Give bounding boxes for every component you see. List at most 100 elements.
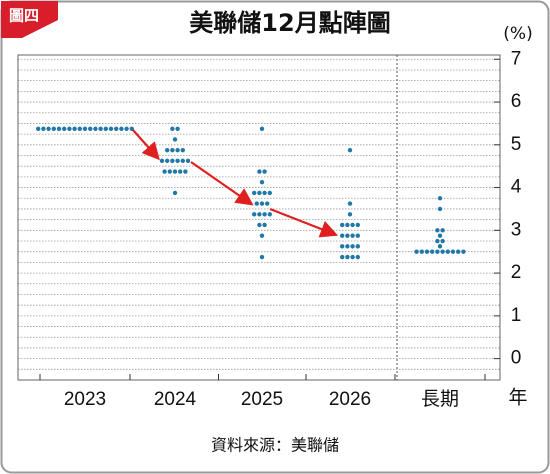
- dot: [178, 169, 183, 174]
- dot: [345, 233, 350, 238]
- dot: [159, 158, 165, 164]
- dot: [72, 126, 77, 131]
- dot: [252, 190, 257, 196]
- y-tick-label: 5: [511, 134, 522, 155]
- dot: [124, 126, 129, 131]
- dot: [36, 126, 41, 131]
- dot: [355, 254, 360, 260]
- dot: [440, 238, 445, 244]
- dot: [172, 137, 178, 142]
- dot: [424, 249, 430, 254]
- dot: [265, 201, 270, 206]
- dot: [262, 190, 267, 196]
- dot: [435, 249, 440, 254]
- dot: [355, 233, 360, 238]
- dot: [437, 244, 443, 249]
- dot: [46, 126, 51, 131]
- dot: [456, 249, 461, 254]
- dot: [262, 212, 267, 217]
- y-tick-label: 2: [511, 262, 522, 283]
- dot: [162, 169, 167, 174]
- dot: [267, 212, 272, 217]
- dot: [450, 249, 456, 254]
- dot: [259, 126, 265, 131]
- x-tick-label: 2023: [64, 389, 106, 410]
- dot: [170, 126, 175, 131]
- dot: [345, 254, 350, 260]
- dot: [252, 212, 257, 217]
- x-tick-label: 2026: [329, 389, 371, 410]
- dot: [340, 254, 345, 260]
- dot: [350, 244, 355, 249]
- y-tick-label: 0: [511, 348, 522, 369]
- dot: [347, 212, 353, 217]
- dot: [56, 126, 62, 131]
- badge: 圖四: [9, 7, 39, 25]
- dot: [165, 147, 170, 153]
- dot: [437, 196, 443, 201]
- y-tick-label: 4: [511, 177, 522, 198]
- dot: [355, 222, 360, 228]
- dot: [419, 249, 424, 254]
- dot: [103, 126, 109, 131]
- arrow: [269, 207, 339, 238]
- y-unit: (%): [503, 24, 532, 44]
- dot: [170, 147, 175, 153]
- y-tick-label: 1: [511, 305, 522, 326]
- dot: [430, 249, 435, 254]
- y-tick-label: 7: [511, 48, 522, 69]
- badge-bg: [1, 1, 58, 38]
- dot: [257, 190, 262, 196]
- x-tick-label: 長期: [421, 388, 459, 410]
- dot: [440, 228, 445, 233]
- dot: [259, 233, 265, 238]
- dot: [98, 126, 103, 131]
- dot: [350, 254, 355, 260]
- dot: [175, 147, 180, 153]
- dot: [82, 126, 88, 131]
- dot: [93, 126, 98, 131]
- x-tick-label: 2025: [241, 389, 283, 410]
- dot: [108, 126, 114, 131]
- dot: [257, 169, 262, 174]
- dot: [88, 126, 93, 131]
- dot: [355, 244, 360, 249]
- source: 資料來源：美聯儲: [211, 436, 339, 455]
- dot: [345, 222, 350, 228]
- dot: [440, 249, 445, 254]
- dot: [167, 169, 172, 174]
- dot: [445, 249, 450, 254]
- dot: [172, 190, 178, 196]
- dot: [61, 126, 67, 131]
- dot: [165, 158, 170, 164]
- y-tick-label: 3: [511, 219, 522, 240]
- dot: [175, 126, 180, 131]
- dot: [461, 249, 466, 254]
- arrow: [190, 161, 254, 206]
- dot: [259, 201, 265, 206]
- dot: [257, 222, 262, 228]
- dot: [170, 158, 175, 164]
- x-tick-label: 2024: [154, 389, 197, 410]
- dot: [254, 201, 259, 206]
- y-tick-label: 6: [511, 91, 522, 112]
- dot: [67, 126, 72, 131]
- dot: [119, 126, 124, 131]
- dot: [259, 254, 265, 260]
- dot: [350, 222, 355, 228]
- dot: [345, 244, 350, 249]
- arrow: [132, 129, 160, 161]
- arrows: [132, 129, 339, 238]
- dot: [437, 233, 443, 238]
- dot: [114, 126, 119, 131]
- dot: [185, 158, 191, 164]
- dot: [41, 126, 46, 131]
- dot: [180, 158, 185, 164]
- plot: 0 1 2 3 4 5 6 7 2023 2024 2025 2026 長期: [17, 48, 522, 410]
- dot: [435, 228, 440, 233]
- dot: [77, 126, 83, 131]
- dot: [350, 233, 355, 238]
- dot: [340, 222, 345, 228]
